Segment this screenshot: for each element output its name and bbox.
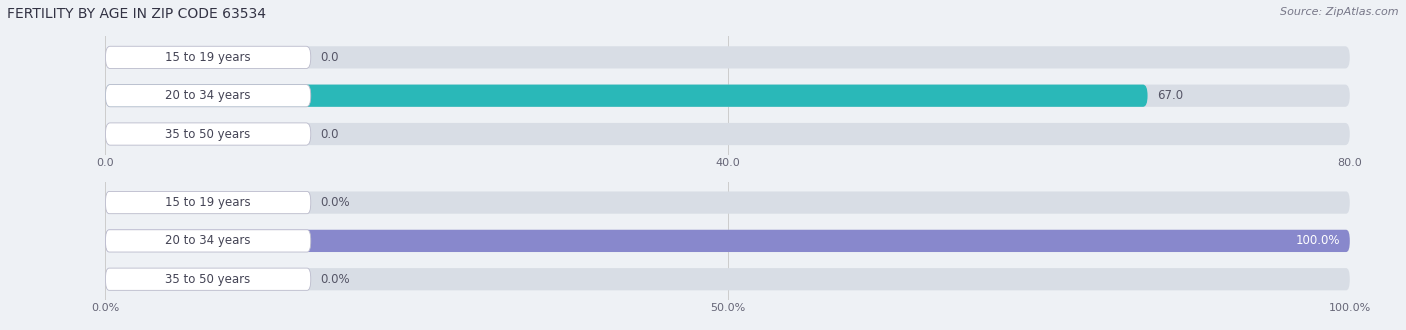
Text: 0.0: 0.0 bbox=[321, 51, 339, 64]
Text: 20 to 34 years: 20 to 34 years bbox=[166, 89, 250, 102]
FancyBboxPatch shape bbox=[105, 268, 1350, 290]
FancyBboxPatch shape bbox=[105, 123, 311, 145]
FancyBboxPatch shape bbox=[105, 123, 1350, 145]
Text: 35 to 50 years: 35 to 50 years bbox=[166, 273, 250, 286]
FancyBboxPatch shape bbox=[105, 46, 1350, 69]
FancyBboxPatch shape bbox=[105, 84, 1350, 107]
Text: FERTILITY BY AGE IN ZIP CODE 63534: FERTILITY BY AGE IN ZIP CODE 63534 bbox=[7, 7, 266, 20]
Text: 0.0%: 0.0% bbox=[321, 196, 350, 209]
FancyBboxPatch shape bbox=[105, 268, 311, 290]
FancyBboxPatch shape bbox=[105, 84, 1147, 107]
FancyBboxPatch shape bbox=[105, 191, 311, 214]
Text: 20 to 34 years: 20 to 34 years bbox=[166, 234, 250, 248]
Text: 15 to 19 years: 15 to 19 years bbox=[166, 51, 250, 64]
Text: 0.0: 0.0 bbox=[321, 127, 339, 141]
Text: 35 to 50 years: 35 to 50 years bbox=[166, 127, 250, 141]
Text: 15 to 19 years: 15 to 19 years bbox=[166, 196, 250, 209]
Text: 0.0%: 0.0% bbox=[321, 273, 350, 286]
Text: 67.0: 67.0 bbox=[1157, 89, 1184, 102]
FancyBboxPatch shape bbox=[105, 230, 311, 252]
Text: Source: ZipAtlas.com: Source: ZipAtlas.com bbox=[1281, 7, 1399, 16]
FancyBboxPatch shape bbox=[105, 230, 1350, 252]
FancyBboxPatch shape bbox=[105, 230, 1350, 252]
FancyBboxPatch shape bbox=[105, 191, 1350, 214]
Text: 100.0%: 100.0% bbox=[1295, 234, 1340, 248]
FancyBboxPatch shape bbox=[105, 46, 311, 69]
FancyBboxPatch shape bbox=[105, 84, 311, 107]
